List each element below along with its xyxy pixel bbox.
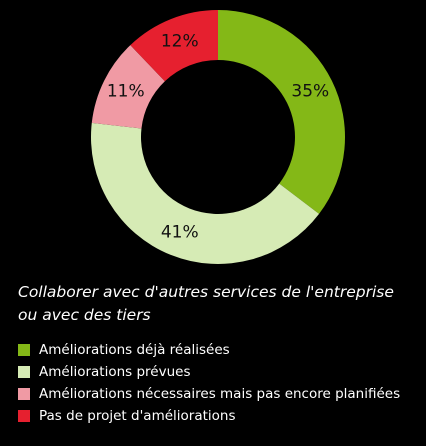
legend-item-necessaires: Améliorations nécessaires mais pas encor… [18, 383, 400, 404]
legend-swatch-prevues [18, 365, 30, 378]
donut-chart: 35% 41% 11% 12% [91, 10, 345, 264]
slice-label-realisees: 35% [291, 81, 329, 101]
donut-slice-labels: 35% 41% 11% 12% [107, 31, 329, 242]
chart-title: Collaborer avec d'autres services de l'e… [18, 283, 394, 324]
slice-realisees [218, 10, 345, 214]
legend-swatch-necessaires [18, 387, 30, 400]
legend-item-prevues: Améliorations prévues [18, 361, 400, 382]
legend-item-realisees: Améliorations déjà réalisées [18, 339, 400, 360]
slice-necessaires [91, 45, 165, 129]
legend-item-pas-de-projet: Pas de projet d'améliorations [18, 405, 400, 426]
legend: Améliorations déjà réalisées Amélioratio… [18, 339, 400, 427]
slice-prevues [91, 122, 320, 264]
legend-label-pas-de-projet: Pas de projet d'améliorations [39, 407, 236, 424]
legend-swatch-realisees [18, 343, 30, 356]
donut-slices [91, 10, 345, 264]
legend-label-necessaires: Améliorations nécessaires mais pas encor… [39, 385, 401, 402]
legend-swatch-pas-de-projet [18, 409, 30, 422]
slice-label-necessaires: 11% [107, 81, 145, 101]
slice-label-pas-de-projet: 12% [161, 31, 199, 51]
legend-label-prevues: Améliorations prévues [39, 363, 191, 380]
slice-pas-de-projet [130, 10, 218, 82]
slice-label-prevues: 41% [161, 223, 199, 243]
legend-label-realisees: Améliorations déjà réalisées [39, 341, 230, 358]
